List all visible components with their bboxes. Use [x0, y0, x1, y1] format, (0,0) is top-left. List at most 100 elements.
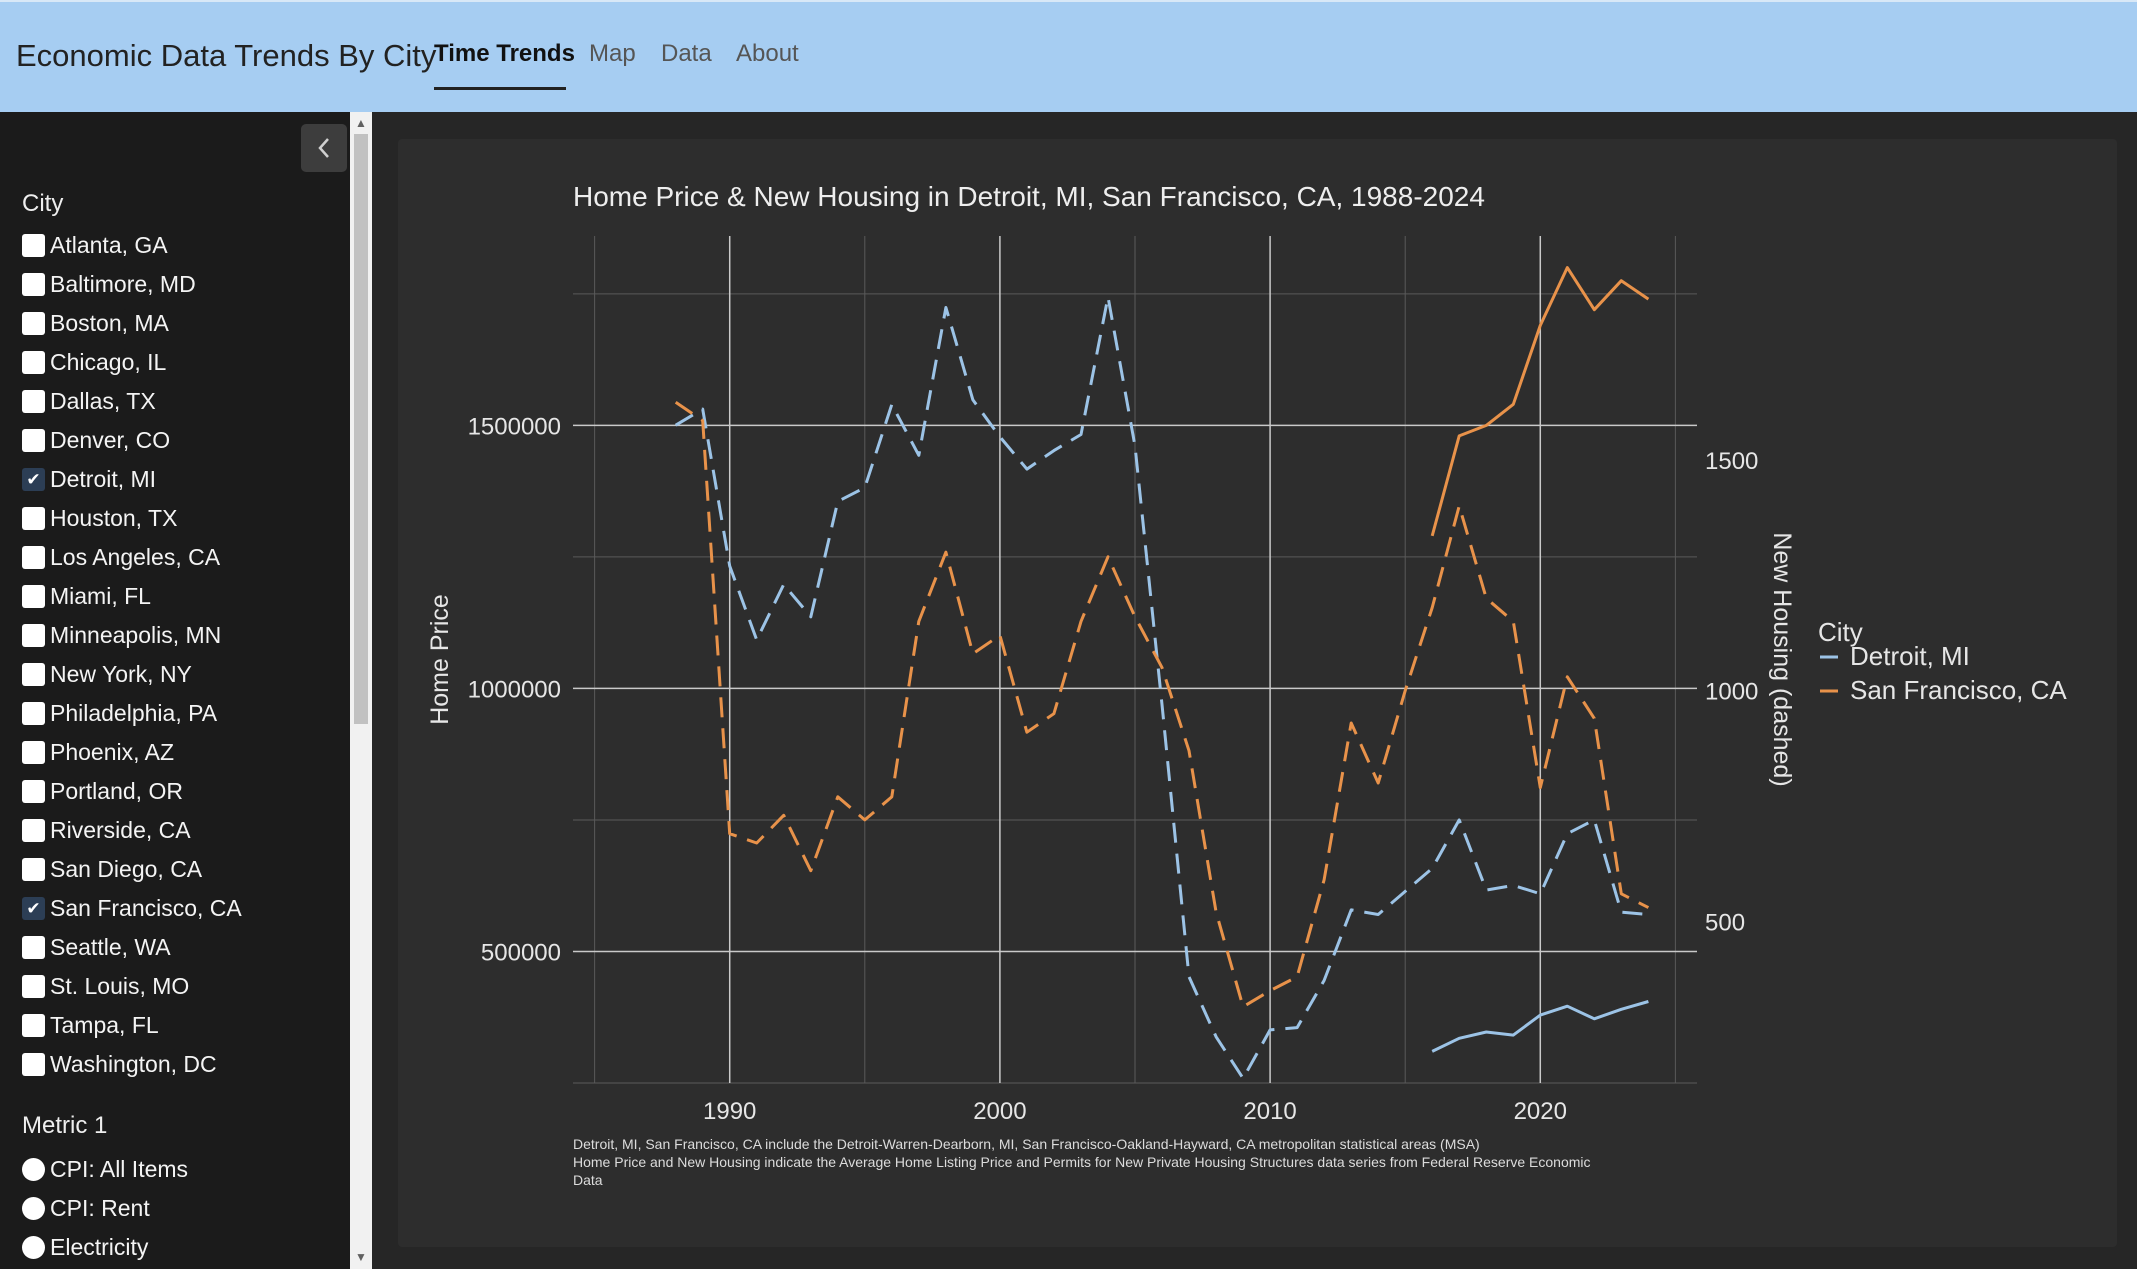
y-axis-label: Home Price: [426, 594, 454, 725]
chart-caption: Home Price and New Housing indicate the …: [573, 1154, 1591, 1170]
scrollbar-thumb[interactable]: [354, 134, 368, 724]
chart-svg: 1990 2000 2010 2020 500000 1000000 1500000 500 1…: [426, 181, 2067, 1188]
checkbox-icon[interactable]: [22, 1052, 45, 1076]
city-label: Tampa, FL: [50, 1011, 159, 1038]
x-tick-label: 1990: [703, 1098, 756, 1125]
city-checkbox-washington-dc[interactable]: Washington, DC: [22, 1047, 217, 1081]
checkbox-icon[interactable]: [22, 779, 45, 803]
y2-tick-label: 1500: [1705, 448, 1758, 475]
y-tick-label: 1500000: [468, 413, 561, 440]
checkbox-icon[interactable]: [22, 272, 45, 296]
city-checkbox-portland-or[interactable]: Portland, OR: [22, 774, 183, 808]
city-label: Houston, TX: [50, 504, 178, 531]
city-heading: City: [22, 190, 64, 217]
city-checkbox-detroit-mi[interactable]: ✔ Detroit, MI: [22, 462, 156, 496]
city-label: Seattle, WA: [50, 933, 171, 960]
navbar: Economic Data Trends By City Time Trends…: [0, 0, 2137, 112]
checkbox-checked-icon[interactable]: ✔: [22, 467, 45, 491]
checkbox-icon[interactable]: [22, 389, 45, 413]
tab-about[interactable]: About: [736, 40, 799, 67]
active-tab-indicator: [434, 87, 566, 90]
series-line-san-francisco-ca-new-housing: [674, 400, 1650, 1009]
legend-label: Detroit, MI: [1850, 641, 1970, 671]
checkbox-icon[interactable]: [22, 623, 45, 647]
checkbox-icon[interactable]: [22, 974, 45, 998]
tab-map[interactable]: Map: [589, 40, 636, 67]
checkbox-icon[interactable]: [22, 1013, 45, 1037]
radio-icon[interactable]: [22, 1235, 45, 1259]
city-checkbox-seattle-wa[interactable]: Seattle, WA: [22, 930, 171, 964]
legend-title: City: [1818, 617, 1863, 647]
y2-axis-label: New Housing (dashed): [1768, 532, 1796, 786]
checkbox-icon[interactable]: [22, 311, 45, 335]
metric-label: CPI: All Items: [50, 1155, 189, 1182]
city-label: Riverside, CA: [50, 816, 191, 843]
x-tick-label: 2020: [1514, 1098, 1567, 1125]
checkbox-checked-icon[interactable]: ✔: [22, 896, 45, 920]
chart-caption: Data: [573, 1172, 603, 1188]
city-checkbox-denver-co[interactable]: Denver, CO: [22, 423, 170, 457]
sidebar-collapse-button[interactable]: [301, 124, 347, 172]
sidebar-scrollbar[interactable]: ▲ ▼: [350, 112, 372, 1269]
tab-data[interactable]: Data: [661, 40, 712, 67]
checkbox-icon[interactable]: [22, 935, 45, 959]
city-checkbox-philadelphia-pa[interactable]: Philadelphia, PA: [22, 696, 217, 730]
checkbox-icon[interactable]: [22, 662, 45, 686]
legend-label: San Francisco, CA: [1850, 675, 2067, 705]
city-checkbox-san-diego-ca[interactable]: San Diego, CA: [22, 852, 202, 886]
checkbox-icon[interactable]: [22, 701, 45, 725]
y2-tick-label: 500: [1705, 909, 1745, 936]
metric-radio-cpi-rent[interactable]: CPI: Rent: [22, 1191, 150, 1225]
city-checkbox-phoenix-az[interactable]: Phoenix, AZ: [22, 735, 174, 769]
city-label: Denver, CO: [50, 426, 171, 453]
city-label: Detroit, MI: [50, 465, 157, 492]
scroll-down-arrow-icon[interactable]: ▼: [355, 1250, 367, 1264]
checkbox-icon[interactable]: [22, 818, 45, 842]
radio-icon[interactable]: [22, 1157, 45, 1181]
x-tick-label: 2010: [1243, 1098, 1296, 1125]
city-checkbox-houston-tx[interactable]: Houston, TX: [22, 501, 177, 535]
city-label: Phoenix, AZ: [50, 738, 175, 765]
city-label: San Diego, CA: [50, 855, 203, 882]
checkbox-icon[interactable]: [22, 545, 45, 569]
checkbox-icon[interactable]: [22, 350, 45, 374]
city-checkbox-minneapolis-mn[interactable]: Minneapolis, MN: [22, 618, 221, 652]
city-label: Los Angeles, CA: [50, 543, 221, 570]
city-checkbox-atlanta-ga[interactable]: Atlanta, GA: [22, 228, 168, 262]
city-checkbox-tampa-fl[interactable]: Tampa, FL: [22, 1008, 159, 1042]
chart-caption: Detroit, MI, San Francisco, CA include t…: [573, 1136, 1480, 1152]
checkbox-icon[interactable]: [22, 506, 45, 530]
metric-radio-cpi-all-items[interactable]: CPI: All Items: [22, 1152, 188, 1186]
city-checkbox-dallas-tx[interactable]: Dallas, TX: [22, 384, 156, 418]
checkbox-icon[interactable]: [22, 428, 45, 452]
city-checkbox-baltimore-md[interactable]: Baltimore, MD: [22, 267, 196, 301]
city-checkbox-new-york-ny[interactable]: New York, NY: [22, 657, 192, 691]
series-line-san-francisco-ca-home-price: [1430, 266, 1650, 537]
checkbox-icon[interactable]: [22, 857, 45, 881]
checkbox-icon[interactable]: [22, 584, 45, 608]
radio-icon[interactable]: [22, 1196, 45, 1220]
metric-label: Electricity: [50, 1233, 149, 1260]
city-checkbox-boston-ma[interactable]: Boston, MA: [22, 306, 169, 340]
chart-title: Home Price & New Housing in Detroit, MI,…: [573, 181, 1485, 212]
city-label: Dallas, TX: [50, 387, 156, 414]
city-checkbox-riverside-ca[interactable]: Riverside, CA: [22, 813, 191, 847]
app-title: Economic Data Trends By City: [16, 38, 437, 73]
checkbox-icon[interactable]: [22, 233, 45, 257]
series-line-detroit-mi-home-price: [1431, 1000, 1649, 1053]
metric-radio-electricity[interactable]: Electricity: [22, 1230, 148, 1264]
city-label: Atlanta, GA: [50, 231, 168, 258]
city-checkbox-san-francisco-ca[interactable]: ✔ San Francisco, CA: [22, 891, 242, 925]
city-checkbox-chicago-il[interactable]: Chicago, IL: [22, 345, 166, 379]
city-checkbox-miami-fl[interactable]: Miami, FL: [22, 579, 151, 613]
city-label: Boston, MA: [50, 309, 169, 336]
metric-heading: Metric 1: [22, 1112, 108, 1139]
city-checkbox-st-louis-mo[interactable]: St. Louis, MO: [22, 969, 189, 1003]
city-label: St. Louis, MO: [50, 972, 190, 999]
checkbox-icon[interactable]: [22, 740, 45, 764]
tab-time-trends[interactable]: Time Trends: [434, 40, 575, 67]
city-label: Philadelphia, PA: [50, 699, 218, 726]
city-label: New York, NY: [50, 660, 192, 687]
scroll-up-arrow-icon[interactable]: ▲: [355, 116, 367, 130]
city-checkbox-los-angeles-ca[interactable]: Los Angeles, CA: [22, 540, 220, 574]
